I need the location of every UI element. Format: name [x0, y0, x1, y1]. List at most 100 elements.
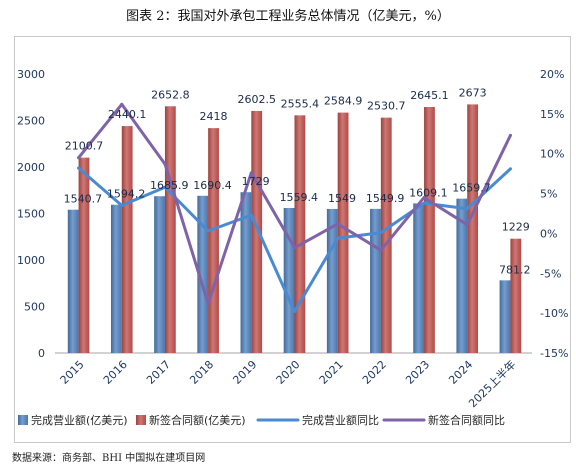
new-contract-yoy-point: [293, 246, 296, 250]
completed-revenue-value-label: 1549: [328, 192, 356, 205]
completed-revenue-value-label: 1540.7: [64, 193, 103, 206]
legend-item-completed-revenue-yoy: 完成营业额同比: [256, 413, 379, 427]
new-contract-bar: [251, 110, 263, 353]
y-left-tick-label: 500: [24, 301, 45, 314]
y-left-tick-label: 2500: [17, 115, 45, 128]
x-category-label: 2024: [446, 358, 475, 387]
x-category-label: 2017: [144, 358, 173, 387]
completed-revenue-value-label: 1559.4: [280, 191, 319, 204]
y-left-tick-label: 1500: [17, 208, 45, 221]
x-category-label: 2025上半年: [465, 357, 518, 410]
y-left-tick-label: 3000: [17, 68, 45, 81]
completed-revenue-value-label: 1594.2: [107, 188, 146, 201]
bar-layer: [67, 104, 522, 353]
completed-revenue-bar: [240, 192, 252, 353]
completed-revenue-yoy-point: [120, 204, 124, 208]
legend: 完成营业额(亿美元) 新签合同额(亿美元) 完成营业额同比 新签合同额同比: [18, 413, 505, 427]
completed-revenue-yoy-point: [163, 185, 167, 189]
new-contract-yoy-point: [422, 196, 426, 200]
completed-revenue-yoy-point: [77, 166, 81, 170]
new-contract-yoy-point: [206, 302, 210, 306]
new-contract-value-label: 2602.5: [237, 93, 276, 106]
completed-revenue-yoy-point: [422, 201, 426, 205]
new-contract-bar: [208, 128, 219, 353]
completed-revenue-yoy-point: [206, 229, 210, 233]
y-right-tick-label: 5%: [540, 188, 557, 201]
completed-revenue-bar: [413, 203, 425, 353]
y-right-tick-label: -15%: [540, 347, 568, 360]
completed-revenue-bar: [499, 280, 511, 353]
new-contract-value-label: 2645.1: [410, 89, 449, 102]
y-right-tick-label: 0%: [540, 227, 557, 240]
completed-revenue-yoy-point: [508, 167, 512, 171]
completed-revenue-yoy-point: [336, 236, 340, 240]
completed-revenue-bar: [154, 196, 165, 353]
legend-item-new-contract: 新签合同额(亿美元): [136, 413, 246, 427]
x-category-label: 2019: [230, 358, 259, 387]
new-contract-value-label: 2440.1: [108, 108, 147, 121]
completed-revenue-bar: [326, 208, 338, 353]
new-contract-bar: [78, 157, 90, 353]
x-category-label: 2016: [101, 358, 130, 387]
completed-revenue-yoy-point: [465, 207, 469, 211]
new-contract-yoy-point: [465, 223, 469, 227]
new-contract-bar: [424, 107, 435, 353]
legend-item-completed-revenue: 完成营业额(亿美元): [18, 413, 128, 427]
new-contract-value-label: 2555.4: [281, 97, 320, 110]
new-contract-bar: [121, 126, 133, 353]
completed-revenue-bar: [283, 207, 295, 353]
new-contract-yoy-point: [249, 171, 253, 175]
legend-swatch: [18, 415, 28, 425]
new-contract-yoy-point: [163, 162, 167, 166]
completed-revenue-yoy-point: [293, 310, 296, 314]
new-contract-value-label: 1229: [502, 221, 530, 234]
y-left-tick-label: 1000: [17, 254, 45, 267]
legend-label: 完成营业额(亿美元): [31, 413, 128, 427]
completed-revenue-yoy-point: [249, 213, 253, 217]
completed-revenue-bar: [67, 209, 79, 353]
completed-revenue-value-label: 1685.9: [150, 179, 189, 192]
y-right-tick-label: 20%: [540, 68, 564, 81]
completed-revenue-bar: [370, 208, 381, 353]
new-contract-value-label: 2652.8: [151, 88, 190, 101]
new-contract-yoy-point: [77, 156, 81, 160]
new-contract-value-label: 2584.9: [324, 95, 363, 108]
x-category-label: 2023: [403, 358, 432, 387]
completed-revenue-bar: [456, 198, 468, 353]
legend-label: 新签合同额(亿美元): [149, 413, 246, 427]
completed-revenue-yoy-point: [379, 231, 383, 235]
completed-revenue-bar: [197, 195, 209, 353]
y-left-tick-label: 0: [38, 347, 45, 360]
y-right-tick-label: 10%: [540, 148, 564, 161]
x-category-label: 2022: [360, 358, 389, 387]
x-category-label: 2021: [317, 358, 346, 387]
y-right-tick-label: -5%: [540, 267, 561, 280]
new-contract-yoy-point: [336, 222, 340, 226]
source-note: 数据来源：商务部、BHI 中国拟在建项目网: [12, 453, 206, 464]
new-contract-yoy-point: [120, 102, 124, 106]
new-contract-bar: [467, 104, 479, 353]
chart-frame: [14, 36, 571, 443]
y-left-tick-label: 2000: [17, 161, 45, 174]
x-category-label: 2015: [58, 358, 87, 387]
legend-item-new-contract-yoy: 新签合同额同比: [382, 413, 505, 427]
completed-revenue-bar: [110, 204, 122, 353]
chart-title: 图表 2：我国对外承包工程业务总体情况（亿美元，%）: [126, 9, 450, 24]
new-contract-bar: [164, 106, 176, 353]
new-contract-bar: [510, 238, 522, 353]
new-contract-value-label: 2673: [459, 86, 487, 99]
legend-label: 新签合同额同比: [428, 413, 505, 427]
new-contract-bar: [380, 117, 392, 353]
legend-label: 完成营业额同比: [302, 413, 379, 427]
new-contract-value-label: 2530.7: [367, 100, 406, 113]
completed-revenue-value-label: 1609.1: [409, 186, 448, 199]
new-contract-value-label: 2418: [200, 110, 228, 123]
completed-revenue-value-label: 781.2: [499, 263, 531, 276]
x-category-label: 2018: [187, 358, 216, 387]
new-contract-bar: [294, 115, 306, 353]
completed-revenue-value-label: 1690.4: [193, 179, 232, 192]
completed-revenue-value-label: 1549.9: [366, 192, 405, 205]
completed-revenue-value-label: 1659.7: [452, 182, 491, 195]
